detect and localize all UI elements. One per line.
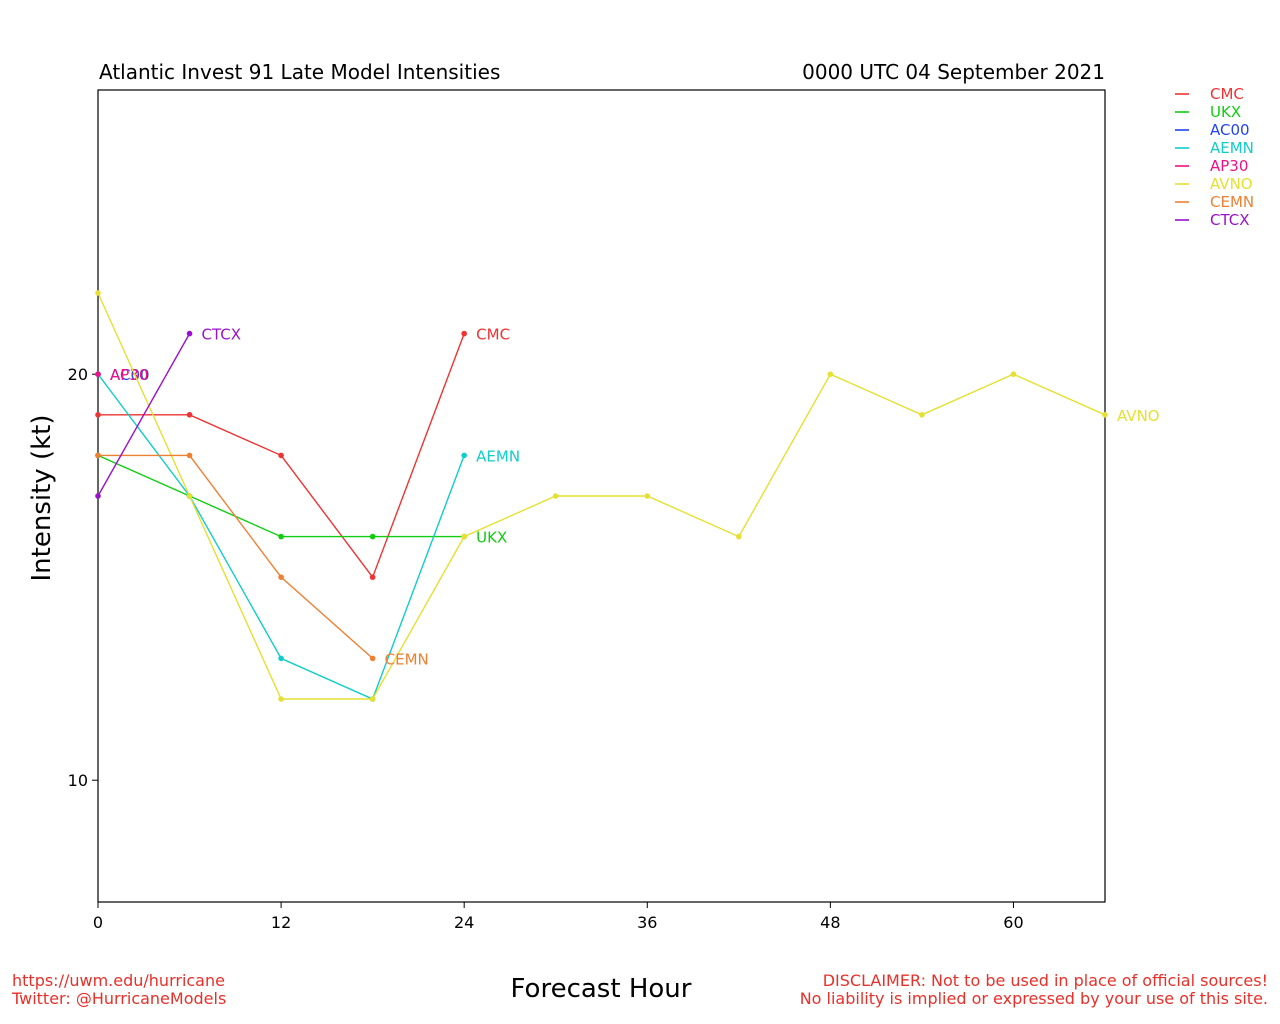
- series-line-cemn: [98, 454, 374, 659]
- data-point-ctcx: [95, 493, 101, 499]
- end-label-cmc: CMC: [476, 326, 510, 344]
- end-label-ctcx: CTCX: [202, 326, 242, 344]
- data-point-avno: [1102, 412, 1108, 418]
- chart-title: Atlantic Invest 91 Late Model Intensitie…: [99, 60, 500, 84]
- footer-disclaimer: DISCLAIMER: Not to be used in place of o…: [800, 972, 1268, 1008]
- data-point-avno: [919, 412, 925, 418]
- data-point-avno: [736, 533, 742, 540]
- y-tick-label: 20: [68, 365, 88, 384]
- legend-label-ac00: AC00: [1210, 121, 1250, 139]
- data-point-avno: [552, 493, 559, 499]
- legend-label-cemn: CEMN: [1210, 193, 1254, 211]
- series-cmc: CMC: [95, 326, 510, 580]
- data-point-ukx: [278, 533, 284, 540]
- disclaimer-line-2: No liability is implied or expressed by …: [799, 989, 1268, 1008]
- series-ctcx: CTCX: [95, 326, 241, 499]
- x-tick-label: 48: [820, 913, 840, 932]
- x-tick-label: 36: [637, 913, 657, 932]
- y-tick-label: 10: [68, 771, 88, 790]
- data-point-cemn: [278, 574, 284, 580]
- legend-label-cmc: CMC: [1210, 85, 1244, 103]
- series-line-ukx: [97, 454, 465, 538]
- data-point-ukx: [369, 533, 376, 540]
- data-point-cemn: [95, 452, 101, 459]
- end-label-ukx: UKX: [476, 529, 507, 547]
- x-tick-label: 60: [1003, 913, 1023, 932]
- series-ukx: UKX: [95, 452, 507, 547]
- series-line-avno: [97, 292, 1106, 700]
- data-point-avno: [369, 696, 376, 702]
- series-cemn: CEMN: [95, 452, 429, 668]
- data-point-ap30: [95, 371, 101, 378]
- legend-label-ap30: AP30: [1210, 157, 1248, 175]
- end-label-aemn: AEMN: [476, 447, 520, 465]
- data-point-avno: [1010, 371, 1017, 378]
- footer-url[interactable]: https://uwm.edu/hurricane: [12, 971, 225, 990]
- y-axis-title: Intensity (kt): [27, 415, 57, 582]
- footer-twitter[interactable]: Twitter: @HurricaneModels: [12, 989, 227, 1008]
- x-tick-label: 12: [271, 913, 291, 932]
- data-point-ctcx: [186, 330, 193, 337]
- x-tick-label: 24: [454, 913, 474, 932]
- data-point-cmc: [95, 412, 101, 418]
- data-point-avno: [186, 493, 193, 499]
- data-point-avno: [95, 290, 101, 296]
- chart-subtitle: 0000 UTC 04 September 2021: [802, 60, 1105, 84]
- data-point-avno: [644, 493, 651, 499]
- legend-label-ukx: UKX: [1210, 103, 1241, 121]
- x-tick-label: 0: [93, 913, 103, 932]
- series-line-ctcx: [97, 333, 191, 497]
- data-point-cmc: [461, 330, 467, 337]
- end-label-ac00: AC00: [110, 366, 150, 384]
- y-axis: 10 20: [68, 365, 98, 790]
- legend-label-ctcx: CTCX: [1210, 211, 1250, 229]
- data-point-cemn: [186, 452, 193, 459]
- end-label-ap30: AP30: [110, 366, 148, 384]
- legend-label-aemn: AEMN: [1210, 139, 1254, 157]
- series-ap30: AP30: [95, 366, 148, 384]
- data-point-aemn: [461, 452, 467, 459]
- data-point-aemn: [278, 655, 284, 662]
- x-axis-title: Forecast Hour: [511, 974, 692, 1004]
- data-point-cmc: [278, 452, 284, 459]
- end-label-avno: AVNO: [1117, 407, 1160, 425]
- legend-label-avno: AVNO: [1210, 175, 1253, 193]
- footer-links: https://uwm.edu/hurricane Twitter: @Hurr…: [12, 972, 226, 1008]
- x-axis: 0 12 24 36 48 60: [93, 902, 1024, 932]
- data-point-avno: [278, 696, 284, 702]
- series-avno: AVNO: [95, 290, 1160, 702]
- disclaimer-line-1: DISCLAIMER: Not to be used in place of o…: [822, 971, 1268, 990]
- data-point-avno: [461, 533, 467, 540]
- end-label-cemn: CEMN: [385, 650, 429, 668]
- data-point-avno: [827, 371, 834, 378]
- data-point-cmc: [369, 574, 376, 580]
- data-point-cemn: [369, 655, 376, 662]
- series-layer: CMC UKX AC00 AEMN AP30 AVNO CEMN CTCX: [95, 290, 1160, 702]
- data-point-cmc: [186, 412, 193, 418]
